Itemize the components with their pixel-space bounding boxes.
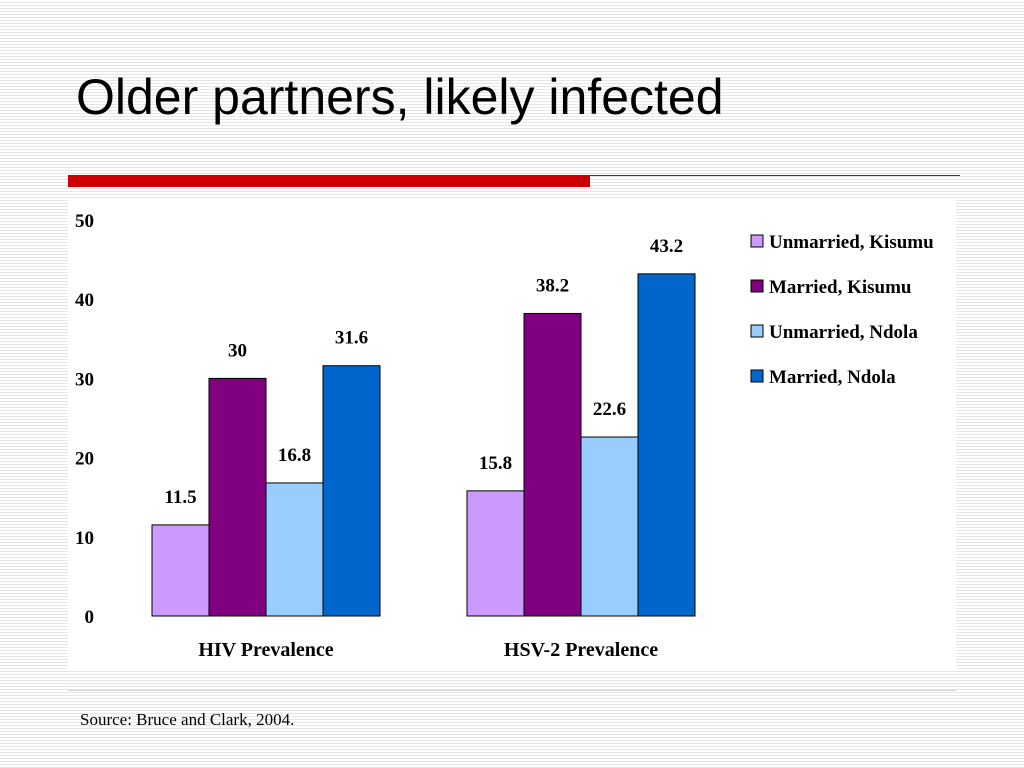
y-tick-label: 0 xyxy=(85,607,95,628)
legend-swatch xyxy=(750,279,764,293)
y-tick-label: 50 xyxy=(75,211,94,232)
bar xyxy=(637,273,696,617)
bar xyxy=(322,365,381,617)
legend-label: Unmarried, Ndola xyxy=(769,322,918,343)
y-tick-label: 10 xyxy=(75,528,94,549)
bar xyxy=(523,312,582,617)
bar xyxy=(580,436,639,617)
y-axis-ticks: 0 10 20 30 40 50 xyxy=(75,211,94,628)
title-accent-line xyxy=(590,175,960,176)
legend-label: Married, Kisumu xyxy=(769,277,912,298)
bar-value-label: 31.6 xyxy=(335,328,368,349)
y-tick-label: 20 xyxy=(75,449,94,470)
bar xyxy=(151,524,210,617)
legend-swatch xyxy=(750,324,764,338)
x-category-label: HSV-2 Prevalence xyxy=(504,639,658,661)
legend: Unmarried, Kisumu Married, Kisumu Unmarrie… xyxy=(750,232,934,388)
bars xyxy=(151,273,696,617)
bar xyxy=(466,490,525,617)
source-citation: Source: Bruce and Clark, 2004. xyxy=(80,710,295,729)
bar xyxy=(208,377,267,617)
legend-label: Married, Ndola xyxy=(769,367,896,388)
legend-label: Unmarried, Kisumu xyxy=(769,232,934,253)
title-accent-bar xyxy=(68,175,590,187)
legend-swatch xyxy=(750,369,764,383)
value-labels: 11.5 30 16.8 31.6 15.8 38.2 22.6 43.2 xyxy=(164,236,683,508)
footer-rule xyxy=(68,690,956,691)
slide-title: Older partners, likely infected xyxy=(76,69,724,125)
x-axis-labels: HIV Prevalence HSV-2 Prevalence xyxy=(198,639,658,661)
bar xyxy=(265,482,324,617)
bar-value-label: 16.8 xyxy=(278,445,311,466)
legend-swatch xyxy=(750,234,764,248)
bar-value-label: 38.2 xyxy=(536,275,569,296)
bar-value-label: 15.8 xyxy=(479,453,512,474)
y-tick-label: 40 xyxy=(75,290,94,311)
y-tick-label: 30 xyxy=(75,369,94,390)
bar-value-label: 11.5 xyxy=(164,487,196,508)
x-category-label: HIV Prevalence xyxy=(198,639,333,661)
bar-value-label: 30 xyxy=(228,340,247,361)
bar-value-label: 43.2 xyxy=(650,236,683,257)
bar-value-label: 22.6 xyxy=(593,399,626,420)
